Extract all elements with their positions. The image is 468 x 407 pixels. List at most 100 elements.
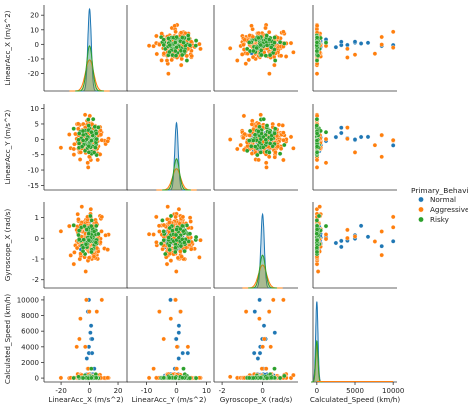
data-point <box>372 51 378 56</box>
y-tick-label: 1 <box>35 214 39 222</box>
data-point <box>71 146 77 152</box>
data-point <box>390 239 396 244</box>
y-tick-label: 0 <box>35 375 39 383</box>
data-point <box>89 218 94 223</box>
data-point <box>256 129 261 134</box>
data-point <box>379 229 384 234</box>
data-point <box>277 39 283 45</box>
data-point <box>151 366 156 371</box>
data-point <box>251 375 256 381</box>
y-tick-label: 0 <box>35 136 39 144</box>
data-point <box>159 58 164 63</box>
data-point <box>247 133 252 138</box>
data-point <box>185 344 191 350</box>
data-point <box>67 132 72 137</box>
data-point <box>390 143 396 148</box>
data-point <box>246 375 252 381</box>
data-point <box>188 219 193 224</box>
data-point <box>193 43 199 48</box>
data-point <box>239 52 245 57</box>
data-point <box>168 213 174 219</box>
data-point <box>227 374 233 380</box>
y-tick-label: -1 <box>32 255 39 263</box>
x-tick-label: 20 <box>114 387 123 395</box>
data-point <box>266 309 272 314</box>
data-point <box>173 375 178 381</box>
data-point <box>264 165 269 170</box>
data-point <box>282 142 287 148</box>
y-axis-label: LinearAcc_Y (m/s^2) <box>3 109 12 184</box>
data-point <box>82 112 88 118</box>
data-point <box>168 297 173 303</box>
data-point <box>88 330 93 335</box>
data-point <box>77 256 83 262</box>
data-point <box>187 43 193 48</box>
data-point <box>235 146 240 152</box>
panel-2-1 <box>126 202 211 289</box>
y-tick-label: 8000 <box>21 312 39 320</box>
legend-label-risky: Risky <box>430 215 450 224</box>
data-point <box>227 137 233 142</box>
kde-fill-risky <box>248 255 277 288</box>
data-point <box>314 157 320 163</box>
data-point <box>157 229 162 234</box>
data-point <box>272 40 277 45</box>
data-point <box>251 138 256 143</box>
data-point <box>323 223 329 229</box>
data-point <box>272 330 278 335</box>
data-point <box>345 136 350 142</box>
data-point <box>187 231 193 236</box>
data-point <box>352 52 358 57</box>
data-point <box>83 269 88 274</box>
data-point <box>272 47 277 52</box>
data-point <box>173 214 178 220</box>
data-point <box>281 157 286 163</box>
data-point <box>161 42 167 48</box>
data-point <box>146 43 152 48</box>
data-point <box>260 344 265 350</box>
data-point <box>151 232 156 237</box>
data-point <box>76 131 82 136</box>
data-point <box>372 239 378 244</box>
data-point <box>281 130 286 135</box>
data-point <box>268 375 274 381</box>
data-point <box>281 137 286 143</box>
data-point <box>272 35 277 40</box>
data-point <box>323 236 329 242</box>
data-point <box>80 375 86 381</box>
data-point <box>390 137 396 143</box>
data-point <box>75 121 81 127</box>
data-point <box>258 112 263 118</box>
data-point <box>173 232 179 238</box>
data-point <box>345 42 350 48</box>
data-point <box>94 136 99 142</box>
data-point <box>256 35 261 41</box>
kde-line-normal <box>167 121 186 191</box>
data-point <box>146 375 152 381</box>
data-point <box>173 249 178 255</box>
data-point <box>257 350 263 356</box>
data-point <box>288 40 294 46</box>
legend <box>418 196 424 223</box>
data-point <box>267 71 272 76</box>
data-point <box>267 141 273 146</box>
data-point <box>275 144 281 149</box>
data-point <box>71 126 76 131</box>
data-point <box>272 154 278 160</box>
data-point <box>89 138 94 143</box>
data-point <box>314 35 320 40</box>
data-point <box>339 238 344 244</box>
data-point <box>98 132 104 137</box>
data-point <box>333 44 339 50</box>
data-point <box>154 375 159 381</box>
data-point <box>73 131 78 137</box>
data-point <box>314 116 320 122</box>
data-point <box>390 225 396 230</box>
data-point <box>96 125 101 130</box>
data-point <box>193 375 199 381</box>
data-point <box>352 150 358 155</box>
data-point <box>99 297 105 303</box>
data-point <box>76 237 82 242</box>
data-point <box>235 58 240 63</box>
data-point <box>180 35 185 40</box>
